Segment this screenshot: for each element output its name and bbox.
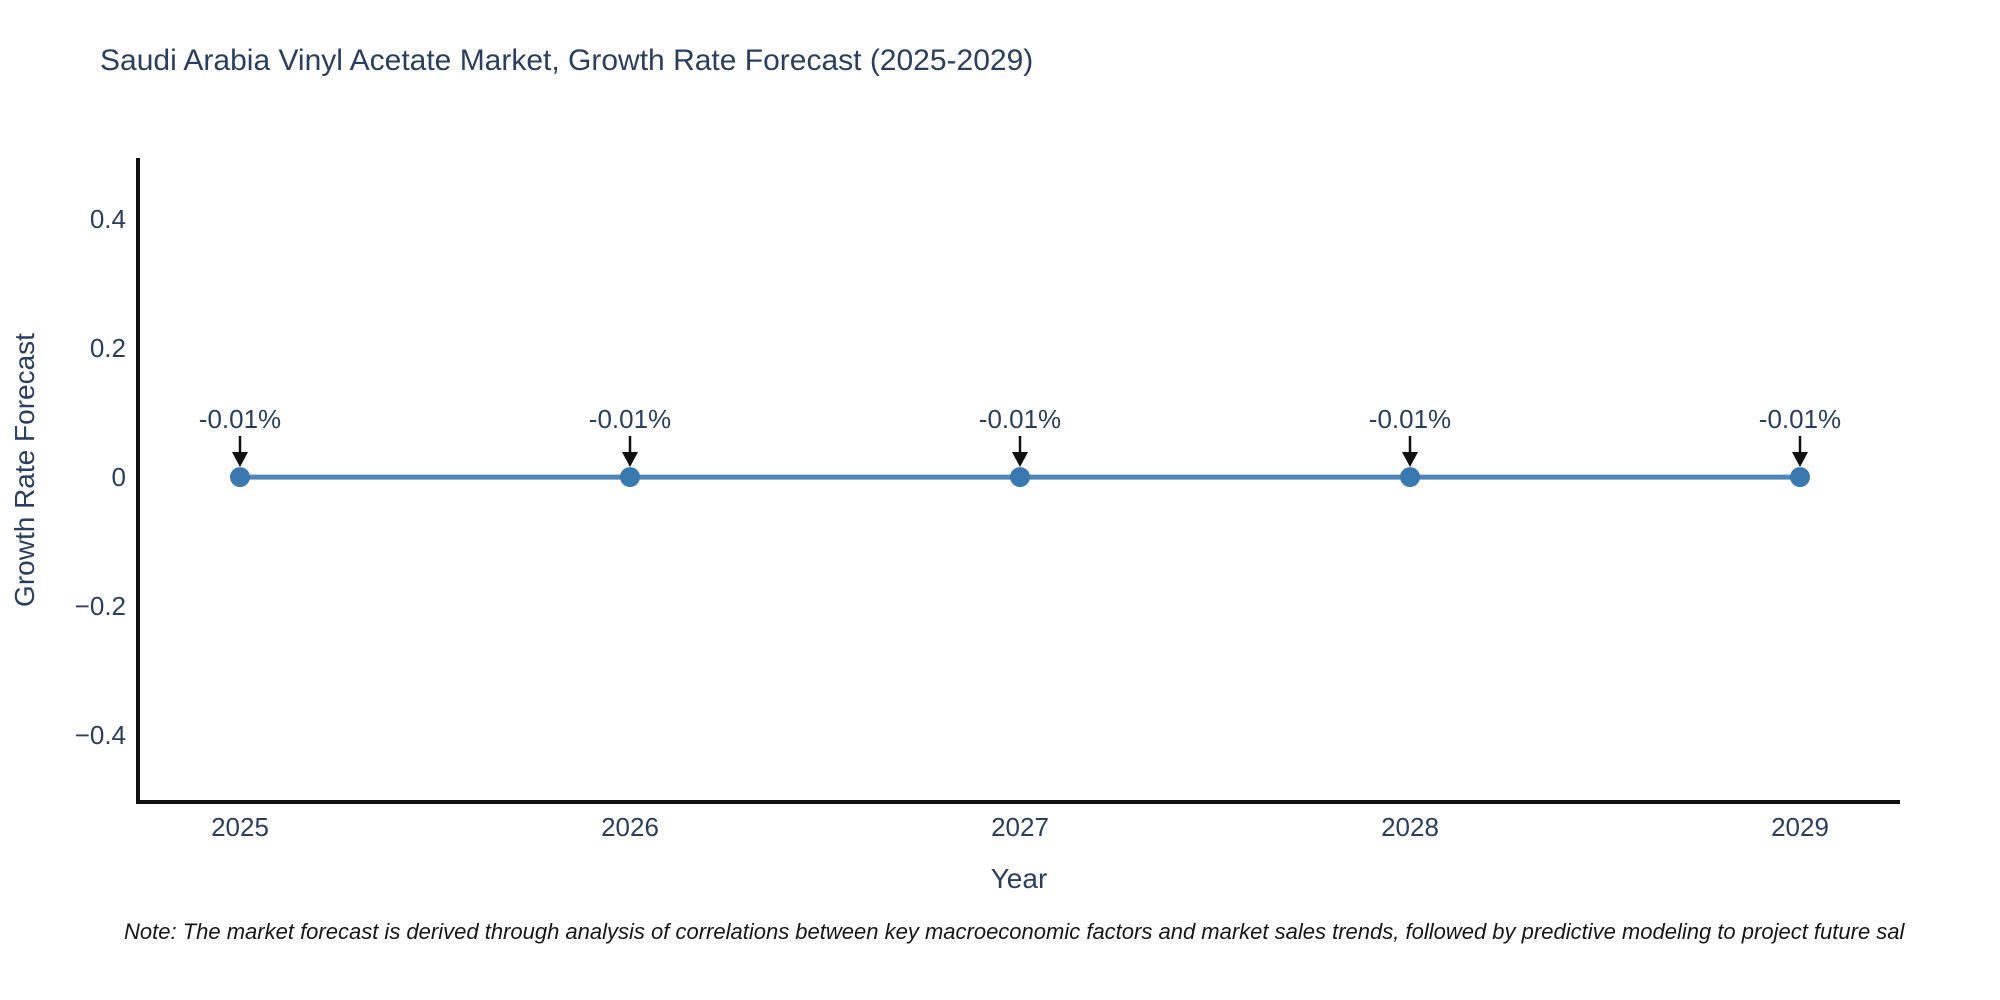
point-annotation: -0.01% [199, 404, 281, 434]
y-tick-label: 0 [112, 462, 126, 492]
annotation-layer: -0.01% -0.01% -0.01% -0.01% -0.01% [199, 404, 1841, 467]
footnote: Note: The market forecast is derived thr… [124, 919, 1905, 944]
point-annotation: -0.01% [1369, 404, 1451, 434]
series-layer [230, 467, 1810, 488]
ticks-layer: 0.4 0.2 0 −0.2 −0.4 2025 2026 2027 2028 2029 [75, 204, 1829, 842]
data-point[interactable] [1010, 467, 1030, 488]
y-tick-label: 0.4 [90, 204, 126, 234]
annotation-arrowhead [1402, 452, 1418, 467]
annotation-arrowhead [1012, 452, 1028, 467]
annotation-arrowhead [1792, 452, 1808, 467]
x-tick-label: 2025 [211, 812, 269, 842]
point-annotation: -0.01% [979, 404, 1061, 434]
data-point[interactable] [230, 467, 250, 488]
x-tick-label: 2028 [1381, 812, 1439, 842]
annotation-arrowhead [622, 452, 638, 467]
x-tick-label: 2026 [601, 812, 659, 842]
point-annotation: -0.01% [589, 404, 671, 434]
data-point[interactable] [1790, 467, 1810, 488]
x-tick-label: 2029 [1771, 812, 1829, 842]
y-tick-label: 0.2 [90, 333, 126, 363]
y-tick-label: −0.4 [75, 720, 126, 750]
axis-spines [136, 158, 1900, 804]
chart-title: Saudi Arabia Vinyl Acetate Market, Growt… [100, 44, 1034, 77]
data-point[interactable] [1400, 467, 1420, 488]
annotation-arrowhead [232, 452, 248, 467]
x-tick-label: 2027 [991, 812, 1049, 842]
x-axis-title: Year [991, 863, 1048, 894]
y-tick-label: −0.2 [75, 591, 126, 621]
y-axis-title: Growth Rate Forecast [9, 333, 40, 607]
point-annotation: -0.01% [1759, 404, 1841, 434]
data-point[interactable] [620, 467, 640, 488]
